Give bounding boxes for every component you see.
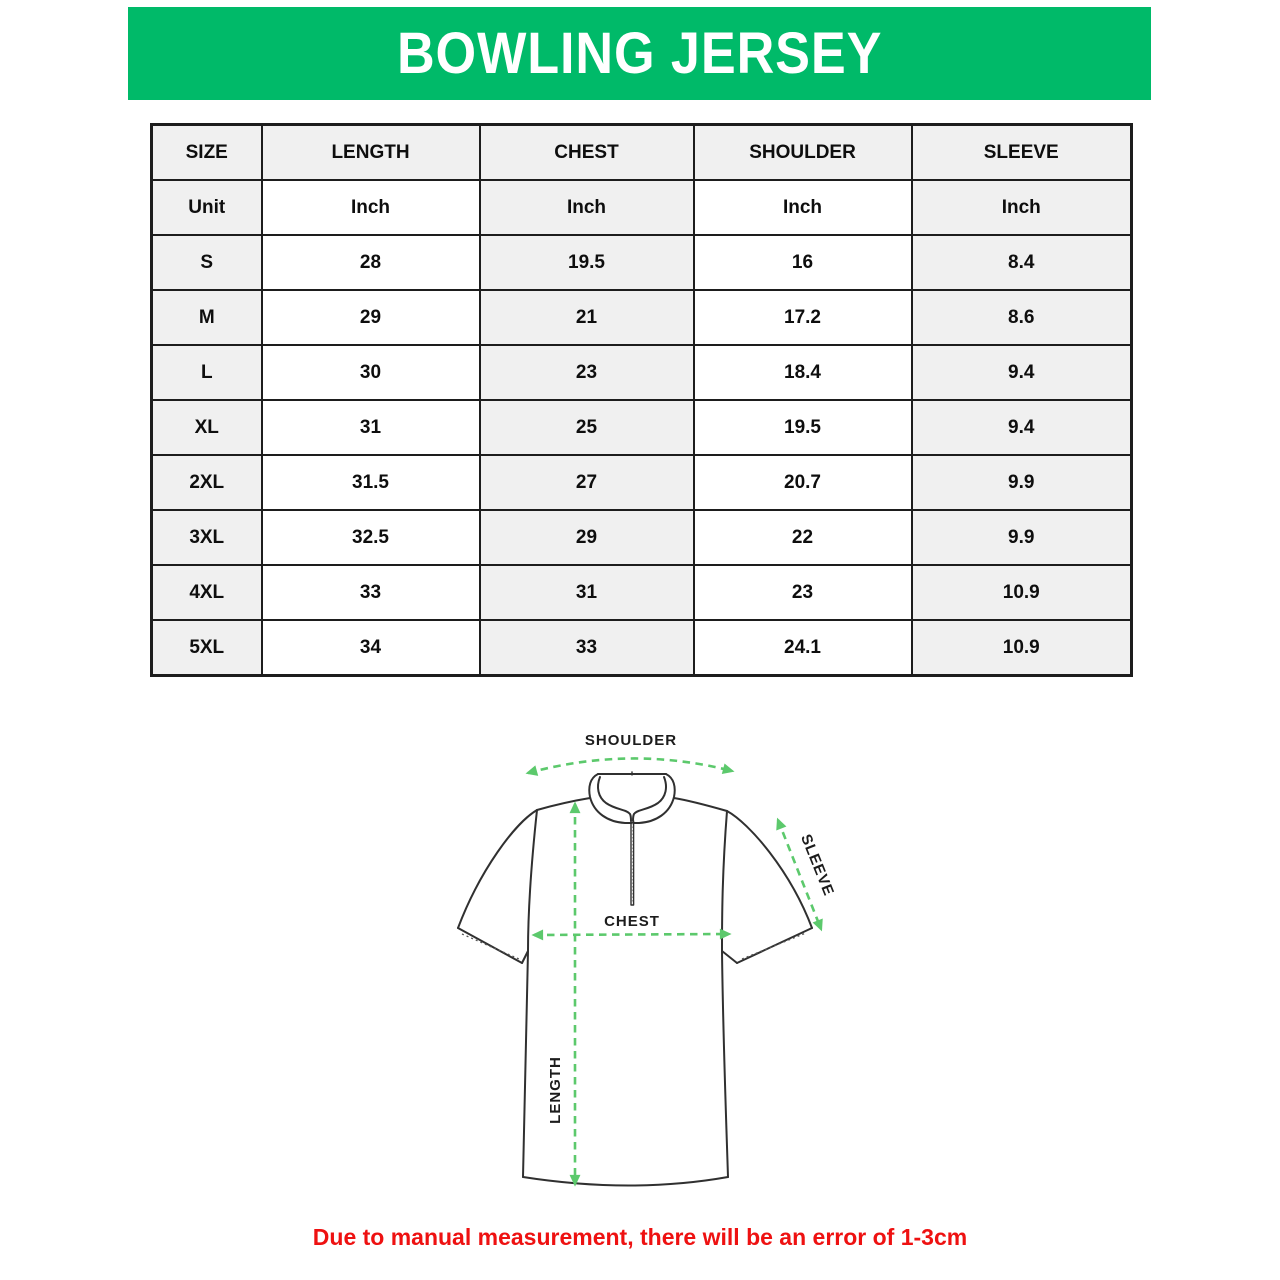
sleeve-value: 9.4 — [910, 344, 1133, 401]
size-label: 2XL — [150, 454, 263, 511]
table-header-row: SIZE LENGTH CHEST SHOULDER SLEEVE — [150, 123, 1133, 181]
length-value: 31.5 — [260, 454, 481, 511]
unit-cell: Inch — [692, 179, 913, 236]
chest-value: 29 — [478, 509, 695, 566]
column-header-size: SIZE — [150, 123, 263, 181]
column-header-shoulder: SHOULDER — [692, 123, 913, 181]
chest-value: 33 — [478, 619, 695, 677]
length-value: 28 — [260, 234, 481, 291]
jersey-measurement-diagram: SHOULDER CHEST LENGTH SLEEVE — [420, 715, 860, 1215]
unit-row: Unit Inch Inch Inch Inch — [150, 179, 1133, 236]
size-chart-table: SIZE LENGTH CHEST SHOULDER SLEEVE Unit I… — [150, 123, 1133, 677]
left-cuff-stitch — [461, 933, 520, 960]
sleeve-value: 9.9 — [910, 509, 1133, 566]
right-cuff-stitch — [741, 932, 807, 960]
size-label: XL — [150, 399, 263, 456]
length-value: 31 — [260, 399, 481, 456]
shoulder-value: 18.4 — [692, 344, 913, 401]
chest-value: 25 — [478, 399, 695, 456]
table-row-4xl: 4XL 33 31 23 10.9 — [150, 564, 1133, 621]
title-banner: BOWLING JERSEY — [128, 7, 1151, 100]
jersey-outline — [457, 771, 813, 1187]
unit-cell: Inch — [260, 179, 481, 236]
table-row-xl: XL 31 25 19.5 9.4 — [150, 399, 1133, 456]
shoulder-label: SHOULDER — [585, 732, 677, 749]
sleeve-value: 10.9 — [910, 619, 1133, 677]
shoulder-value: 24.1 — [692, 619, 913, 677]
length-value: 32.5 — [260, 509, 481, 566]
size-label: L — [150, 344, 263, 401]
table-row-2xl: 2XL 31.5 27 20.7 9.9 — [150, 454, 1133, 511]
unit-row-label: Unit — [150, 179, 263, 236]
length-value: 33 — [260, 564, 481, 621]
table-row-m: M 29 21 17.2 8.6 — [150, 289, 1133, 346]
table-row-3xl: 3XL 32.5 29 22 9.9 — [150, 509, 1133, 566]
sleeve-value: 8.6 — [910, 289, 1133, 346]
length-value: 30 — [260, 344, 481, 401]
chest-value: 31 — [478, 564, 695, 621]
chest-value: 23 — [478, 344, 695, 401]
table-row-l: L 30 23 18.4 9.4 — [150, 344, 1133, 401]
shoulder-value: 22 — [692, 509, 913, 566]
shoulder-value: 16 — [692, 234, 913, 291]
sleeve-value: 10.9 — [910, 564, 1133, 621]
shoulder-value: 20.7 — [692, 454, 913, 511]
chest-value: 19.5 — [478, 234, 695, 291]
table-row-5xl: 5XL 34 33 24.1 10.9 — [150, 619, 1133, 677]
length-value: 29 — [260, 289, 481, 346]
chest-label: CHEST — [604, 913, 660, 930]
size-label: M — [150, 289, 263, 346]
length-label: LENGTH — [547, 1056, 564, 1124]
shoulder-measure-arrow — [525, 757, 735, 776]
column-header-chest: CHEST — [478, 123, 695, 181]
sleeve-value: 9.9 — [910, 454, 1133, 511]
size-label: 3XL — [150, 509, 263, 566]
size-label: 4XL — [150, 564, 263, 621]
page-title: BOWLING JERSEY — [396, 21, 883, 86]
shoulder-value: 23 — [692, 564, 913, 621]
column-header-sleeve: SLEEVE — [910, 123, 1133, 181]
column-header-length: LENGTH — [260, 123, 481, 181]
shoulder-value: 17.2 — [692, 289, 913, 346]
chest-value: 27 — [478, 454, 695, 511]
unit-cell: Inch — [478, 179, 695, 236]
shoulder-value: 19.5 — [692, 399, 913, 456]
table-row-s: S 28 19.5 16 8.4 — [150, 234, 1133, 291]
sleeve-value: 9.4 — [910, 399, 1133, 456]
sleeve-value: 8.4 — [910, 234, 1133, 291]
chest-value: 21 — [478, 289, 695, 346]
zipper — [630, 820, 635, 906]
measurement-note: Due to manual measurement, there will be… — [312, 1224, 968, 1250]
size-label: 5XL — [150, 619, 263, 677]
size-label: S — [150, 234, 263, 291]
unit-cell: Inch — [910, 179, 1133, 236]
chest-measure-arrow — [531, 928, 732, 941]
sleeve-measure-arrow — [776, 817, 823, 932]
sleeve-label: SLEEVE — [797, 832, 837, 899]
length-value: 34 — [260, 619, 481, 677]
